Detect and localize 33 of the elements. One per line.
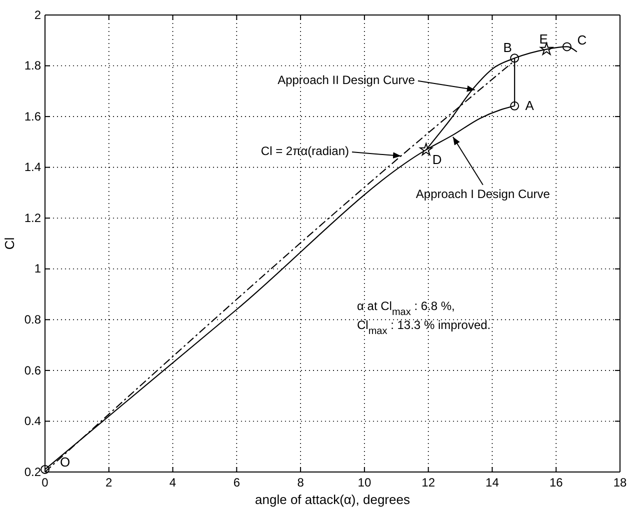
y-axis-title: Cl — [2, 237, 17, 250]
y-tick-label: 1.2 — [24, 210, 42, 225]
annotation: Approach II Design Curve — [278, 73, 416, 88]
annotation: A — [525, 98, 534, 114]
x-tick-label: 6 — [233, 476, 240, 490]
x-axis-title: angle of attack(α), degrees — [255, 492, 410, 507]
x-tick-label: 10 — [358, 476, 372, 490]
annotation: α at Cl$_{max}$ : 6.8 %, — [357, 299, 455, 318]
annotation: E — [539, 32, 548, 47]
annotation: B — [503, 40, 512, 56]
y-tick-label: 0.4 — [24, 414, 42, 428]
y-tick-label: 1 — [34, 262, 42, 276]
y-tick-label: 1.4 — [24, 160, 42, 174]
x-tick-label: 12 — [422, 476, 436, 490]
x-tick-label: 2 — [106, 476, 113, 490]
y-tick-label: 1.8 — [24, 58, 42, 73]
annotation: C — [577, 33, 587, 48]
annotation: Cl = 2πα(radian) — [260, 144, 350, 158]
y-tick-label: 2 — [34, 8, 42, 22]
annotation: O — [60, 454, 70, 470]
x-tick-label: 0 — [42, 476, 49, 490]
y-tick-label: 0.8 — [24, 312, 42, 327]
annotation: Cl$_{max}$ : 13.3 % improved. — [357, 318, 491, 338]
x-tick-label: 18 — [613, 476, 627, 490]
annotation: D — [432, 152, 442, 168]
annotation: Approach I Design Curve — [416, 187, 550, 202]
x-tick-label: 14 — [486, 476, 500, 490]
x-tick-label: 8 — [297, 476, 304, 490]
y-tick-label: 0.2 — [24, 464, 42, 479]
x-tick-label: 16 — [549, 476, 564, 490]
y-tick-label: 0.6 — [24, 363, 42, 378]
y-tick-label: 1.6 — [24, 109, 42, 124]
x-tick-label: 4 — [169, 476, 176, 490]
